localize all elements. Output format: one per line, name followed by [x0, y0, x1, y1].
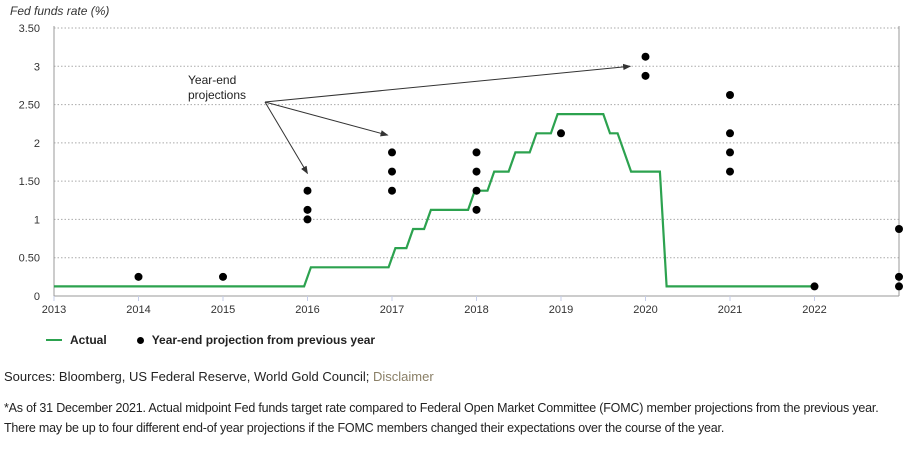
- x-tick-label: 2015: [211, 304, 235, 316]
- actual-rate-line: [54, 113, 815, 288]
- x-tick-label: 2021: [718, 304, 742, 316]
- projection-dot: [303, 186, 312, 195]
- projection-dot: [472, 148, 481, 157]
- projection-dot: [557, 129, 565, 138]
- projection-dot: [219, 272, 227, 281]
- y-axis-title: Fed funds rate (%): [10, 4, 110, 18]
- series-actual: [54, 113, 815, 288]
- projection-dot: [388, 167, 396, 176]
- projection-dot: [726, 129, 734, 138]
- sources: Sources: Bloomberg, US Federal Reserve, …: [4, 369, 434, 384]
- x-tick-label: 2018: [464, 304, 488, 316]
- x-tick-label: 2017: [380, 304, 404, 316]
- sources-text: Sources: Bloomberg, US Federal Reserve, …: [4, 369, 373, 384]
- y-tick-label: 3.50: [19, 23, 40, 35]
- annotation-arrow: [264, 101, 308, 175]
- annotation-arrow: [264, 101, 389, 137]
- y-tick-label: 0.50: [19, 253, 40, 265]
- legend-actual-label: Actual: [70, 333, 107, 347]
- x-tick-label: 2019: [549, 304, 573, 316]
- projection-dot: [303, 215, 312, 224]
- projection-dot: [726, 91, 734, 99]
- y-tick-label: 1.50: [19, 176, 40, 188]
- x-tick-label: 2020: [633, 304, 657, 316]
- legend-projection-swatch: [136, 336, 144, 344]
- legend: Actual Year-end projection from previous…: [46, 333, 375, 347]
- legend-projection-label: Year-end projection from previous year: [151, 333, 376, 347]
- projection-dot: [388, 186, 396, 195]
- projection-dot: [641, 71, 650, 80]
- projection-dot: [472, 167, 481, 176]
- projection-dot: [895, 282, 903, 291]
- gridlines: [54, 27, 899, 259]
- legend-actual-swatch: [46, 339, 62, 341]
- projection-dot: [388, 148, 396, 157]
- y-tick-labels: 0 0.50 1 1.50 2 2.50 3 3.50: [19, 23, 40, 303]
- x-tick-labels: 2013 2014 2015 2016 2017 2018 2019 2020 2021 2022: [42, 296, 827, 316]
- series-projections: [134, 52, 903, 291]
- projection-dot: [726, 148, 734, 157]
- projection-dot: [134, 272, 143, 281]
- y-tick-label: 1: [34, 214, 40, 226]
- annotation: Year-end projections: [188, 63, 632, 175]
- annotation-text-line2: projections: [188, 88, 246, 102]
- y-tick-label: 2.50: [19, 100, 40, 112]
- y-tick-label: 3: [34, 61, 40, 73]
- projection-dot: [303, 205, 312, 214]
- x-tick-label: 2014: [126, 304, 150, 316]
- projection-dot: [895, 272, 903, 281]
- footnote: *As of 31 December 2021. Actual midpoint…: [4, 401, 879, 435]
- disclaimer-link[interactable]: Disclaimer: [372, 369, 434, 384]
- x-tick-label: 2013: [42, 304, 66, 316]
- projection-dot: [726, 167, 734, 176]
- y-tick-label: 0: [34, 291, 40, 303]
- projection-dot: [895, 225, 903, 233]
- projection-dot: [472, 186, 481, 195]
- annotation-text-line1: Year-end: [188, 73, 236, 87]
- projection-dot: [472, 205, 481, 214]
- projection-dot: [810, 282, 819, 291]
- y-tick-label: 2: [34, 138, 40, 150]
- x-tick-label: 2016: [295, 304, 319, 316]
- annotation-arrow: [264, 63, 632, 103]
- projection-dot: [641, 52, 650, 61]
- x-tick-label: 2022: [802, 304, 826, 316]
